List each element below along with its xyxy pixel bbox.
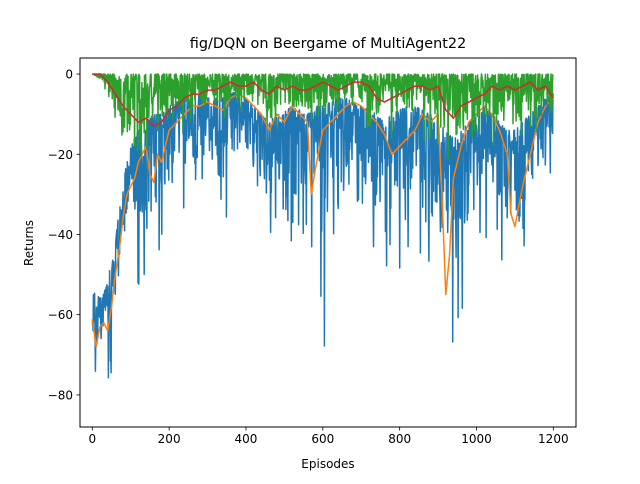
- x-axis-label: Episodes: [301, 457, 354, 471]
- x-tick-label: 600: [311, 432, 334, 446]
- y-tick-label: −40: [48, 228, 73, 242]
- y-tick-label: 0: [65, 68, 73, 82]
- y-tick-label: −20: [48, 148, 73, 162]
- series-line-1: [91, 91, 555, 379]
- x-tick-label: 1000: [461, 432, 492, 446]
- series-line-4: [92, 73, 554, 127]
- x-tick-label: 800: [388, 432, 411, 446]
- y-axis: 0 −20 −40 −60 −80: [48, 68, 80, 402]
- plot-area: [91, 73, 555, 379]
- x-axis: 0 200 400 600 800 1000 1200: [88, 427, 569, 446]
- chart-title: fig/DQN on Beergame of MultiAgent22: [190, 36, 466, 52]
- x-tick-label: 0: [88, 432, 96, 446]
- axes-frame: [79, 57, 577, 428]
- series-line-3: [91, 73, 554, 160]
- series-line-2: [91, 93, 554, 348]
- x-tick-label: 1200: [538, 432, 569, 446]
- x-tick-label: 200: [158, 432, 181, 446]
- y-axis-label: Returns: [22, 220, 36, 266]
- y-tick-label: −60: [48, 308, 73, 322]
- y-tick-label: −80: [48, 388, 73, 402]
- x-tick-label: 400: [235, 432, 258, 446]
